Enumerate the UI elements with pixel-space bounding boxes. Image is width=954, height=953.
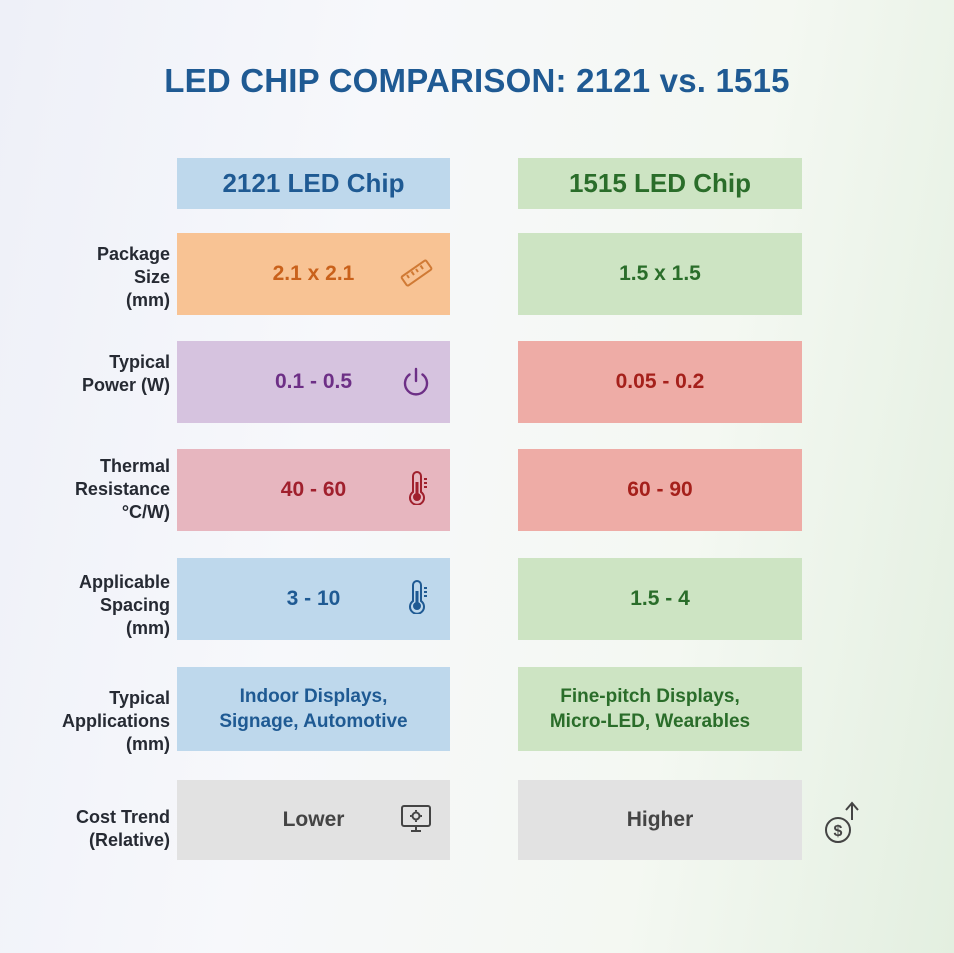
power-icon — [399, 365, 433, 399]
value-text: 3 - 10 — [286, 587, 341, 610]
label-line: Typical — [109, 352, 170, 372]
label-line: Applications — [61, 711, 170, 731]
column-header-2121: 2121 LED Chip — [177, 158, 450, 209]
cell-1515-typical-applications: Fine-pitch Displays, Micro-LED, Wearable… — [518, 667, 802, 751]
value-text: 60 - 90 — [627, 478, 693, 501]
value-line: Indoor Displays, — [239, 686, 388, 707]
value-text: 2.1 x 2.1 — [272, 262, 355, 285]
cell-2121-package-size: 2.1 x 2.1 — [177, 233, 450, 315]
label-line: Resistance — [74, 479, 170, 499]
label-line: (mm) — [126, 618, 170, 638]
thermometer-icon — [403, 471, 437, 505]
page-title: LED CHIP COMPARISON: 2121 vs. 1515 — [164, 62, 790, 99]
column-header-1515: 1515 LED Chip — [518, 158, 802, 209]
cell-1515-thermal-resistance: 60 - 90 — [518, 449, 802, 531]
label-line: Spacing — [99, 595, 170, 615]
label-line: Package — [96, 244, 170, 264]
value-line: Fine-pitch Displays, — [560, 686, 740, 707]
cell-2121-thermal-resistance: 40 - 60 — [177, 449, 450, 531]
row-label-cost-trend: Cost Trend (Relative) — [40, 806, 170, 852]
cell-2121-applicable-spacing: 3 - 10 — [177, 558, 450, 640]
label-line: Cost Trend — [75, 807, 170, 827]
label-line: (mm) — [126, 290, 170, 310]
svg-text:$: $ — [834, 823, 843, 840]
value-text: 1.5 - 4 — [630, 587, 690, 610]
row-label-package-size: Package Size (mm) — [40, 243, 170, 312]
label-line: (mm) — [126, 734, 170, 754]
value-text: 1.5 x 1.5 — [619, 262, 701, 285]
value-text: 0.05 - 0.2 — [615, 370, 705, 393]
cell-1515-package-size: 1.5 x 1.5 — [518, 233, 802, 315]
label-line: Thermal — [99, 456, 170, 476]
monitor-gear-icon — [399, 802, 433, 836]
label-line: (Relative) — [88, 830, 170, 850]
value-text: 0.1 - 0.5 — [274, 370, 353, 393]
row-label-thermal-resistance: Thermal Resistance °C/W) — [40, 455, 170, 524]
value-line: Micro-LED, Wearables — [549, 711, 751, 732]
thermometer-icon — [403, 580, 437, 614]
cell-1515-cost-trend: Higher — [518, 780, 802, 860]
row-label-applicable-spacing: Applicable Spacing (mm) — [40, 571, 170, 640]
label-line: °C/W) — [121, 502, 170, 522]
cell-2121-cost-trend: Lower — [177, 780, 450, 860]
label-line: Power (W) — [82, 375, 170, 395]
label-line: Size — [133, 267, 170, 287]
ruler-icon — [399, 257, 433, 291]
row-label-typical-power: Typical Power (W) — [40, 351, 170, 397]
value-line: Signage, Automotive — [219, 711, 408, 732]
dollar-up-icon: $ — [822, 800, 862, 846]
value-text: Fine-pitch Displays, Micro-LED, Wearable… — [550, 684, 750, 734]
label-line: Typical — [109, 688, 170, 708]
row-label-typical-applications: Typical Applications (mm) — [40, 687, 170, 756]
cell-1515-typical-power: 0.05 - 0.2 — [518, 341, 802, 423]
cell-2121-typical-power: 0.1 - 0.5 — [177, 341, 450, 423]
cell-2121-typical-applications: Indoor Displays, Signage, Automotive — [177, 667, 450, 751]
label-line: Applicable — [78, 572, 170, 592]
value-text: Higher — [626, 808, 694, 831]
value-text: Indoor Displays, Signage, Automotive — [219, 684, 407, 734]
cell-1515-applicable-spacing: 1.5 - 4 — [518, 558, 802, 640]
value-text: 40 - 60 — [280, 478, 347, 501]
value-text: Lower — [282, 808, 345, 831]
